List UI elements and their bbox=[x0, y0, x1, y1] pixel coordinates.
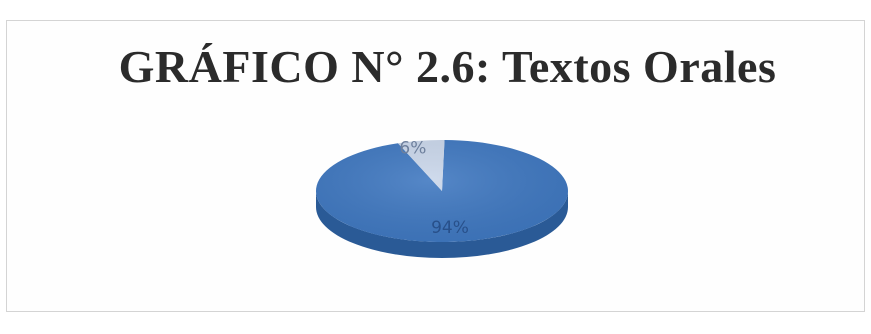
pie-top-shading bbox=[316, 140, 568, 242]
pie-labels: 94% 6% bbox=[399, 139, 469, 238]
pie-label-1: 6% bbox=[399, 139, 426, 159]
chart-title: GRÁFICO N° 2.6: Textos Orales bbox=[118, 41, 777, 92]
pie-slice-side-0 bbox=[316, 191, 568, 258]
pie-slices bbox=[316, 140, 569, 258]
pie-label-0: 94% bbox=[431, 218, 469, 238]
